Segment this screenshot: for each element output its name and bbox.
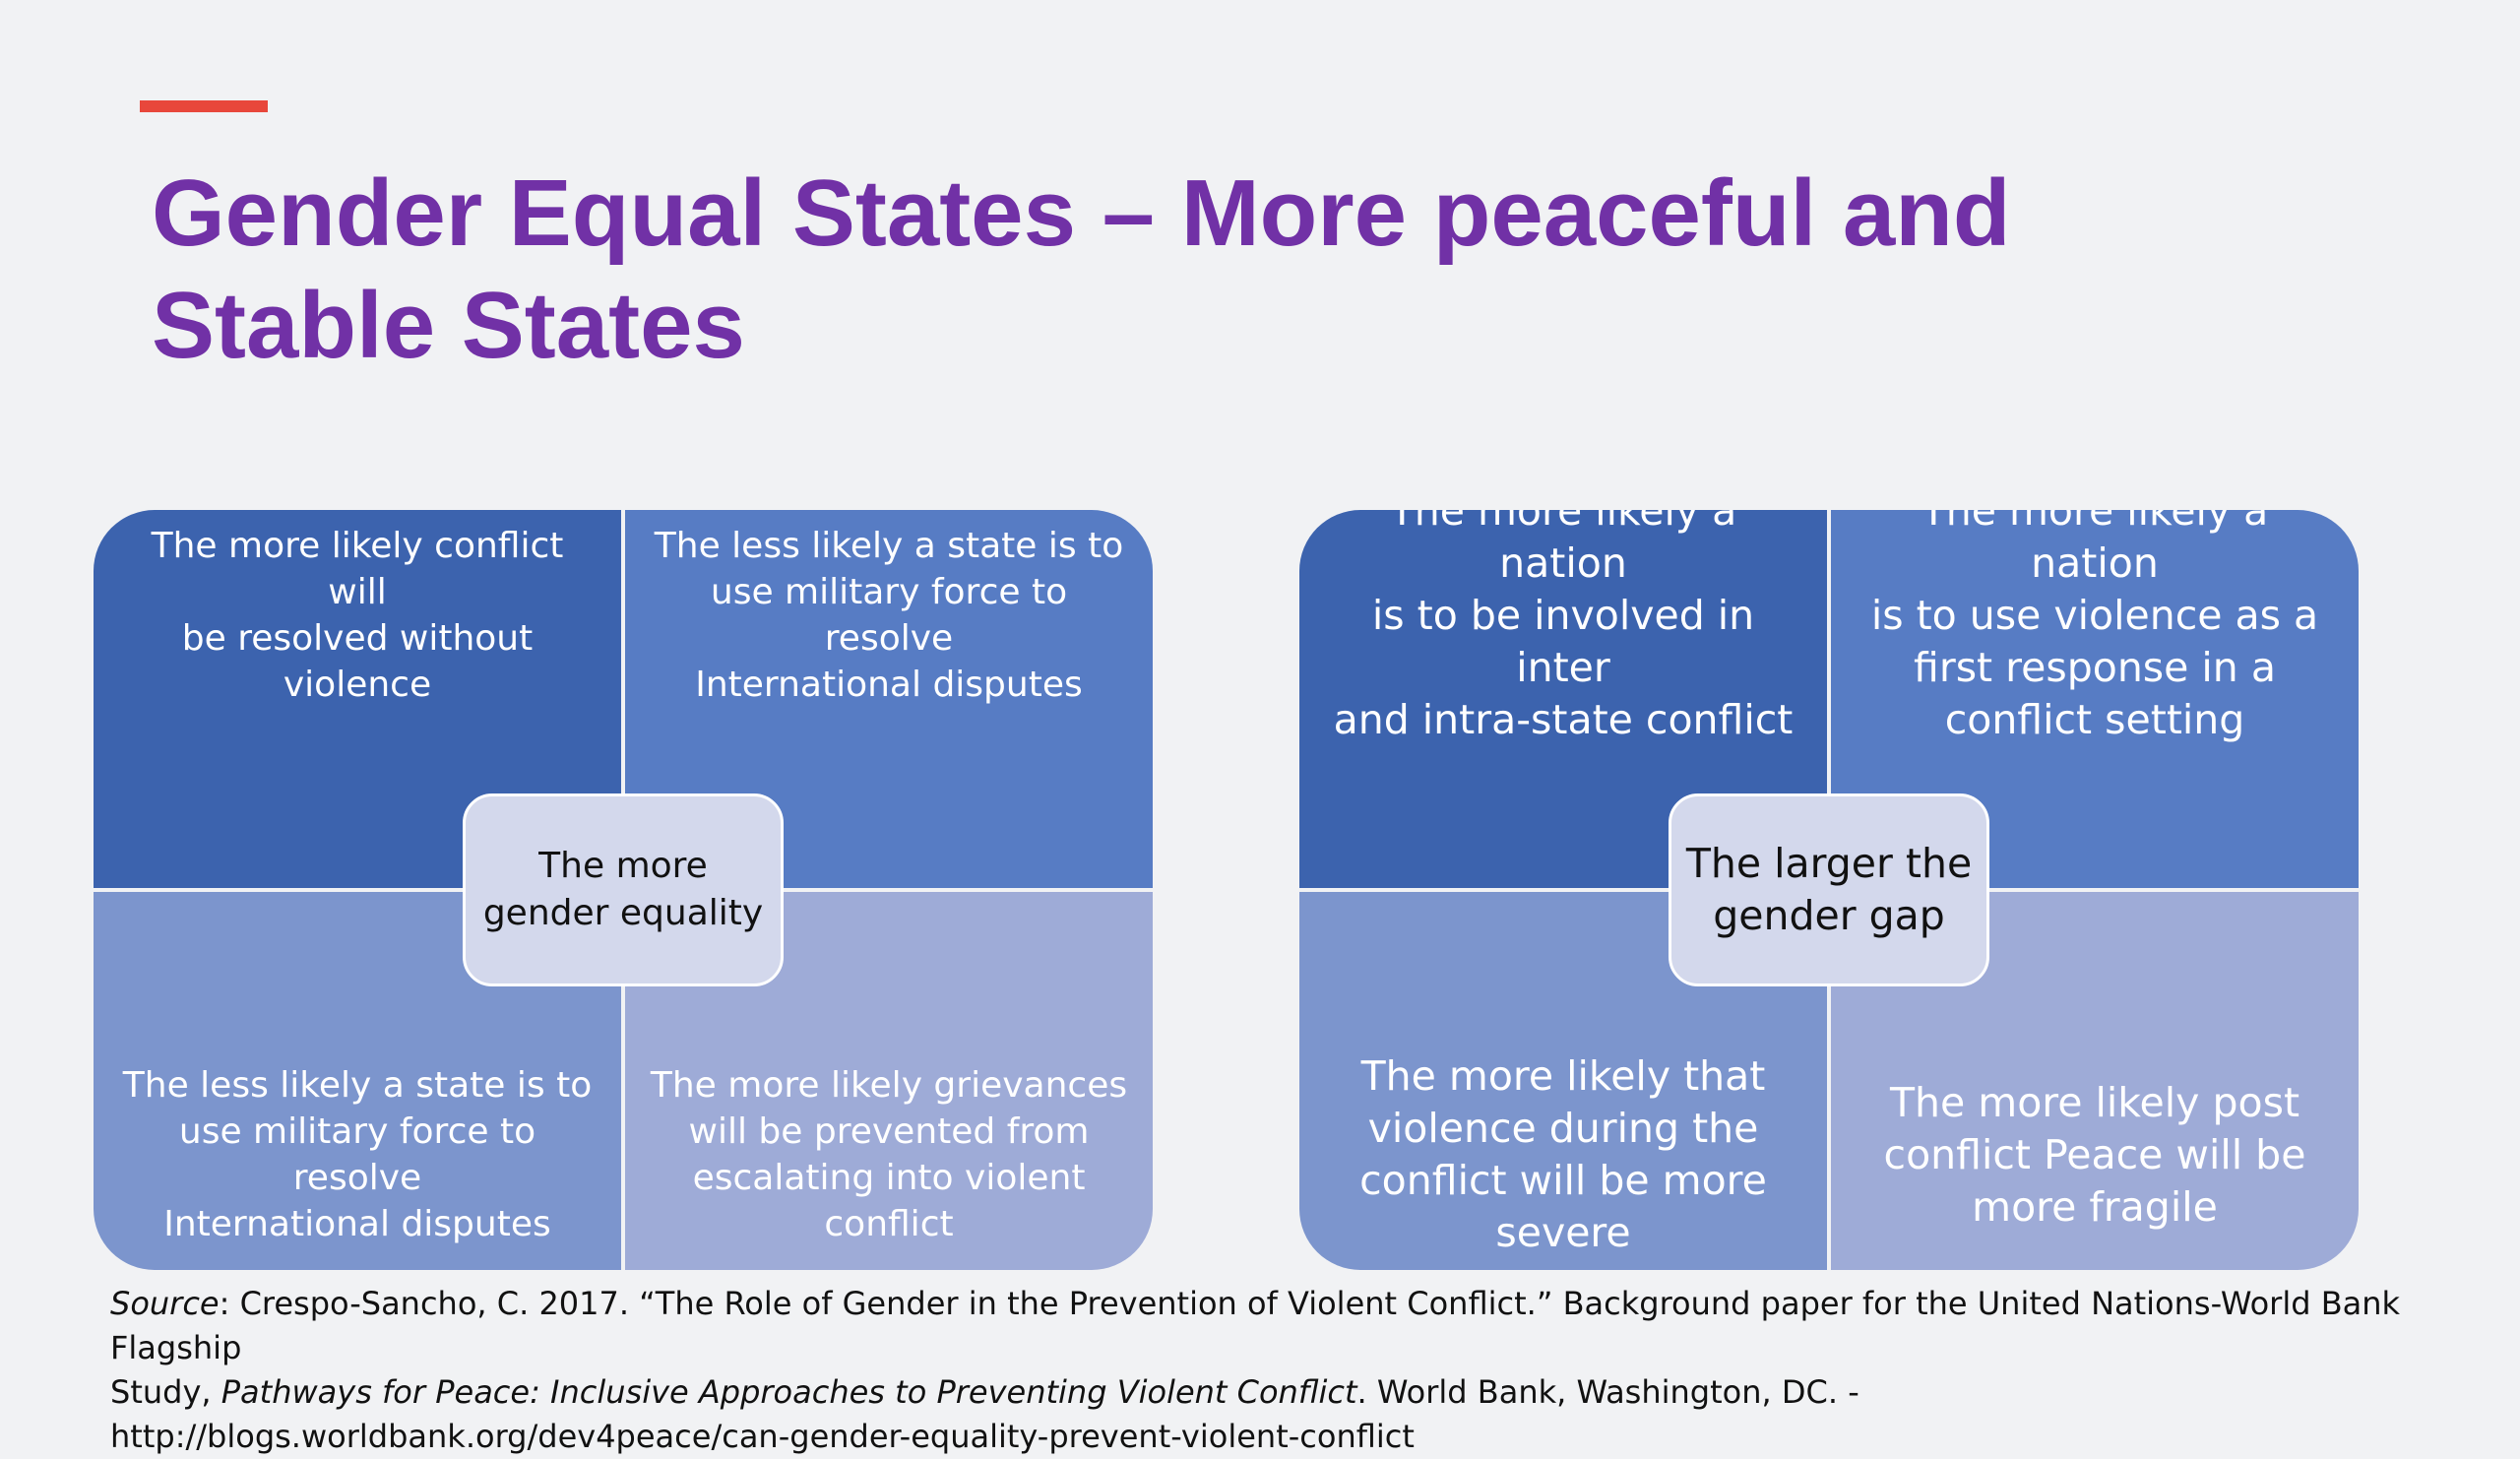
quadrant-text-line: severe [1495,1209,1631,1256]
quadrant-text-line: International disputes [163,1204,551,1244]
center-text-line: gender equality [482,893,764,933]
quadrant-text-line: use military force to resolve [178,1111,536,1198]
center-text-line: The larger the [1685,840,1973,887]
quadrant-text-line: conflict setting [1944,695,2245,743]
slide-title-line: Stable States [152,273,745,378]
slide-title: Gender Equal States – More peaceful and … [152,158,2219,382]
center-box-gender-gap: The larger the gender gap [1669,793,1989,986]
quadrant-text-line: be resolved without [181,618,534,659]
quadrant-text-line: The more likely a nation [1389,510,1737,587]
quadrant-text-line: conflict Peace will be [1883,1130,2306,1178]
quadrant-text-line: will be prevented from [688,1111,1090,1152]
citation-publication-title: Pathways for Peace: Inclusive Approaches… [220,1373,1357,1411]
quadrant-text-line: The more likely grievances [650,1065,1128,1106]
quadrant-text-line: more fragile [1972,1182,2218,1231]
citation-line-1: Source: Crespo-Sancho, C. 2017. “The Rol… [110,1282,2473,1370]
quadrant-top-right: The more likely a nation is to use viole… [1831,510,2359,888]
citation-line-2: Study, Pathways for Peace: Inclusive App… [110,1370,2473,1415]
quadrant-text-line: conflict [824,1204,954,1244]
quadrant-text-line: International disputes [695,665,1083,705]
quadrant-text-line: The less likely a state is to [654,526,1124,566]
citation-text: Study, [110,1373,221,1411]
quadrant-top-left: The more likely conflict will be resolve… [94,510,621,888]
quadrant-text-line: use military force to resolve [710,572,1068,659]
quadrant-text-line: violence during the [1367,1105,1759,1152]
source-label: Source [110,1285,220,1322]
slide-title-line: Gender Equal States – More peaceful and [152,160,2011,266]
center-text-line: gender gap [1713,892,1945,939]
quadrant-bottom-right: The more likely post conflict Peace will… [1831,892,2359,1270]
source-citation: Source: Crespo-Sancho, C. 2017. “The Rol… [110,1282,2473,1459]
quadrant-text-line: The more likely post [1889,1078,2300,1126]
quadrant-text-line: is to be involved in inter [1371,591,1755,691]
center-box-gender-equality: The more gender equality [463,793,784,986]
quadrant-top-right: The less likely a state is to use milita… [625,510,1153,888]
center-text-line: The more [538,846,708,886]
quadrant-text-line: The more likely that [1360,1052,1766,1100]
quadrant-text-line: conflict will be more [1359,1157,1767,1204]
quadrant-text-line: is to use violence as a [1870,591,2319,639]
quadrant-text-line: first response in a [1914,643,2276,691]
quadrant-text-line: escalating into violent [692,1158,1086,1198]
quadrant-text-line: The more likely a nation [1921,510,2269,587]
citation-text: . World Bank, Washington, DC. - [1356,1373,1859,1411]
citation-text: : Crespo-Sancho, C. 2017. “The Role of G… [110,1285,2401,1366]
gender-equality-diagram: The more likely conflict will be resolve… [94,510,1153,1270]
quadrant-text-line: violence [283,665,432,705]
quadrant-text-line: The more likely conflict will [151,526,564,612]
title-accent-bar [140,100,268,112]
quadrant-text-line: and intra-state conflict [1333,695,1794,743]
citation-url[interactable]: http://blogs.worldbank.org/dev4peace/can… [110,1418,1415,1455]
quadrant-text-line: The less likely a state is to [122,1065,593,1106]
